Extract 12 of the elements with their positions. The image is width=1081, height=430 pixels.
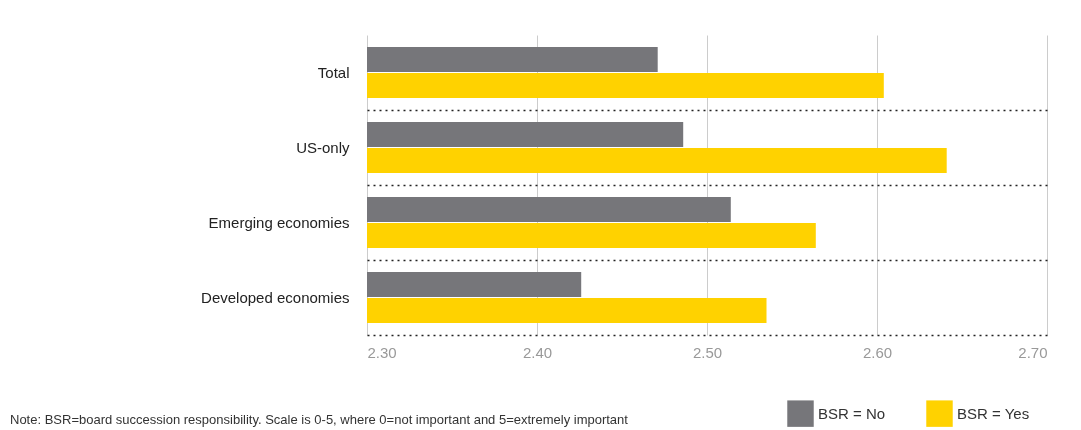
y-tick-label: Developed economies	[201, 288, 350, 306]
x-tick-label: 2.60	[862, 343, 893, 361]
legend-label: BSR = Yes	[957, 404, 1030, 422]
x-tick-label: 2.50	[692, 343, 723, 361]
legend-label: BSR = No	[818, 404, 886, 422]
x-tick-label: 2.70	[1018, 343, 1048, 361]
y-tick-label: Emerging economies	[208, 213, 350, 231]
text: Note: BSR=board succession responsibility. Scale is 0-5, where 0=not important and 5=extremely important	[10, 412, 629, 427]
y-tick-label: Total	[317, 63, 350, 81]
y-tick-label: US-only	[296, 138, 350, 156]
x-tick-label: 2.30	[367, 343, 397, 361]
x-tick-label: 2.40	[522, 343, 553, 361]
